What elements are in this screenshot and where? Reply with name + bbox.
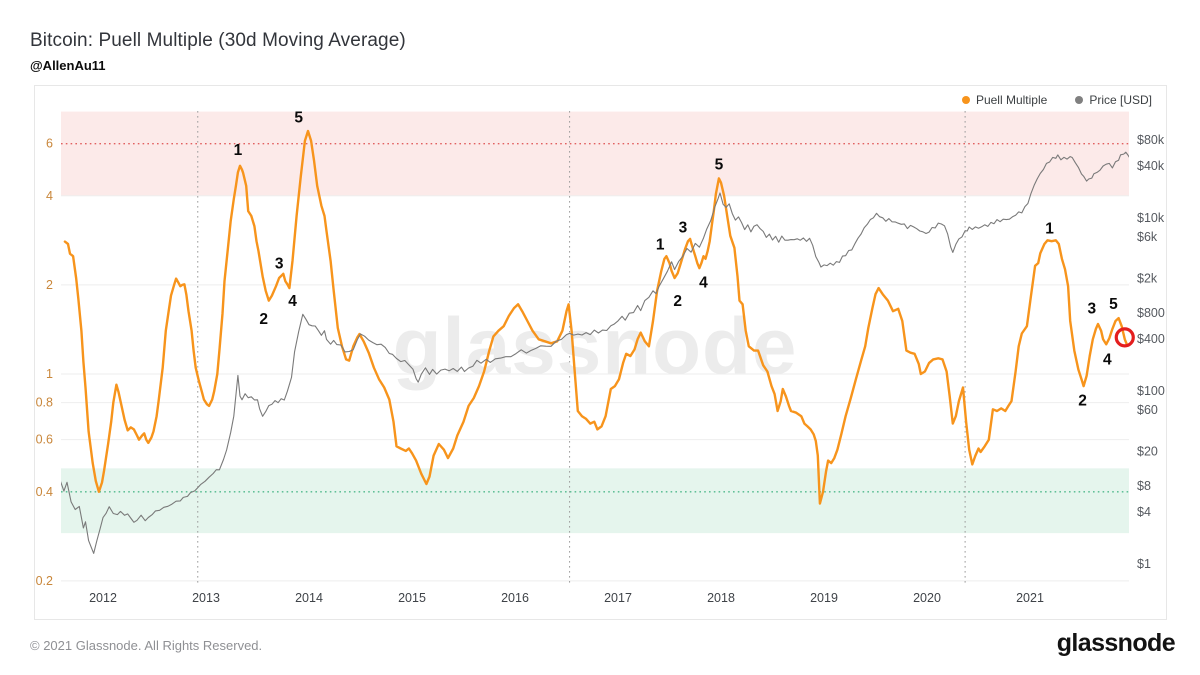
- price-usd-dot-icon: [1075, 96, 1084, 104]
- year-tick-2015: 2015: [398, 591, 426, 605]
- left-axis-tick: 2: [46, 278, 53, 292]
- right-axis-tick: $10k: [1137, 211, 1165, 225]
- right-axis-tick: $400: [1137, 332, 1165, 346]
- chart-canvas: glassnode64210.80.60.40.2$80k$40k$10k$6k…: [36, 109, 1165, 605]
- wave-label-2: 2: [259, 311, 268, 328]
- undervalued-band: [61, 468, 1129, 534]
- right-axis-tick: $100: [1137, 384, 1165, 398]
- year-tick-2014: 2014: [295, 591, 323, 605]
- right-axis-tick: $20: [1137, 444, 1158, 458]
- year-tick-2013: 2013: [192, 591, 220, 605]
- left-axis-tick: 0.4: [36, 485, 53, 499]
- right-axis-tick: $40k: [1137, 159, 1165, 173]
- current-value-highlight-circle: [1114, 327, 1135, 348]
- year-tick-2020: 2020: [913, 591, 941, 605]
- year-tick-2012: 2012: [89, 591, 117, 605]
- legend-label-puell-multiple: Puell Multiple: [975, 93, 1048, 107]
- chart-author: @AllenAu11: [30, 58, 106, 73]
- year-tick-2021: 2021: [1016, 591, 1044, 605]
- overvalued-band: [61, 111, 1129, 196]
- year-tick-2019: 2019: [810, 591, 838, 605]
- glassnode-logo: glassnode: [1056, 629, 1176, 657]
- year-tick-2018: 2018: [707, 591, 735, 605]
- wave-label-1: 1: [1045, 220, 1054, 237]
- left-axis-tick: 0.2: [36, 574, 53, 588]
- chart-panel: Puell Multiple Price [USD] glassnode 6 4 2 1…: [34, 85, 1167, 620]
- wave-label-3: 3: [275, 256, 284, 273]
- right-axis-tick: $1: [1137, 557, 1151, 571]
- wave-label-2: 2: [673, 293, 682, 310]
- left-axis-tick: 4: [46, 189, 53, 203]
- right-axis-tick: $60: [1137, 403, 1158, 417]
- copyright-text: © 2021 Glassnode. All Rights Reserved.: [30, 638, 263, 653]
- left-axis-tick: 0.8: [36, 396, 53, 410]
- wave-label-1: 1: [234, 142, 243, 159]
- wave-label-3: 3: [679, 220, 688, 237]
- price-line: [61, 151, 1129, 554]
- right-axis-tick: $8: [1137, 479, 1151, 493]
- chart-header: Bitcoin: Puell Multiple (30d Moving Aver…: [30, 30, 406, 73]
- legend-item-puell-multiple[interactable]: Puell Multiple: [961, 93, 1048, 107]
- right-axis-tick: $800: [1137, 306, 1165, 320]
- right-axis-tick: $6k: [1137, 230, 1158, 244]
- year-tick-2016: 2016: [501, 591, 529, 605]
- right-axis-tick: $2k: [1137, 271, 1158, 285]
- wave-label-5: 5: [1109, 296, 1118, 313]
- wave-label-4: 4: [288, 293, 297, 310]
- puell-multiple-dot-icon: [961, 96, 970, 104]
- left-axis-tick: 6: [46, 137, 53, 151]
- chart-legend: Puell Multiple Price [USD]: [961, 93, 1152, 107]
- wave-label-5: 5: [715, 157, 724, 174]
- left-axis-tick: 0.6: [36, 433, 53, 447]
- wave-label-3: 3: [1087, 300, 1096, 317]
- year-tick-2017: 2017: [604, 591, 632, 605]
- legend-item-price-usd[interactable]: Price [USD]: [1075, 93, 1152, 107]
- puell-multiple-line: [63, 129, 1128, 505]
- page-title: Bitcoin: Puell Multiple (30d Moving Aver…: [30, 30, 406, 51]
- right-axis-tick: $80k: [1137, 133, 1165, 147]
- right-axis-tick: $4: [1137, 505, 1151, 519]
- left-axis-tick: 1: [46, 367, 53, 381]
- glassnode-watermark: glassnode: [393, 302, 798, 391]
- wave-label-4: 4: [1103, 352, 1112, 369]
- legend-label-price-usd: Price [USD]: [1089, 93, 1152, 107]
- wave-label-4: 4: [699, 274, 708, 291]
- wave-label-5: 5: [294, 109, 303, 126]
- wave-label-2: 2: [1078, 393, 1087, 410]
- wave-label-1: 1: [656, 236, 665, 253]
